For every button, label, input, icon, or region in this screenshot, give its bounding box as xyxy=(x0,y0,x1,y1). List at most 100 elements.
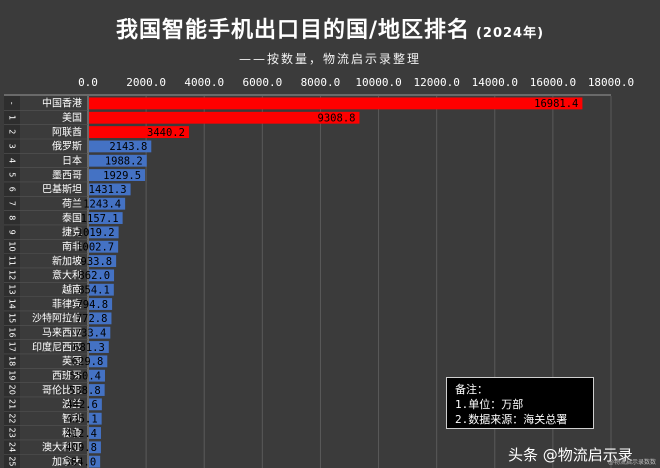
value-label: 1929.5 xyxy=(103,170,141,182)
bar xyxy=(89,384,105,396)
chart-title: 我国智能手机出口目的国/地区排名 (2024年) xyxy=(0,12,660,44)
bar xyxy=(89,240,119,253)
rank-label: 15 xyxy=(8,313,17,323)
x-tick-label: 18000.0 xyxy=(588,76,634,89)
rank-label: 14 xyxy=(8,299,17,309)
rank-label: 1 xyxy=(8,115,17,120)
bar xyxy=(89,283,114,296)
x-tick-label: 16000.0 xyxy=(530,76,576,89)
value-label: 772.8 xyxy=(76,313,108,325)
rank-label: 7 xyxy=(8,201,17,206)
bar xyxy=(89,441,101,454)
x-tick-label: 10000.0 xyxy=(355,76,401,89)
category-label: 荷兰 xyxy=(62,197,82,210)
value-label: 384.0 xyxy=(65,456,97,468)
bar xyxy=(89,140,152,153)
x-tick-label: 6000.0 xyxy=(242,76,282,89)
category-label: 菲律宾 xyxy=(52,297,82,310)
value-label: 442.6 xyxy=(66,399,98,411)
value-label: 629.8 xyxy=(72,356,104,368)
value-label: 3440.2 xyxy=(147,127,185,139)
rank-label: 17 xyxy=(8,342,17,352)
chart-subtitle: ——按数量，物流启示录整理 xyxy=(238,52,421,66)
rank-label: 16 xyxy=(8,327,17,337)
rank-label: 5 xyxy=(8,172,17,177)
rank-label: 20 xyxy=(8,385,17,395)
category-label: 波兰 xyxy=(62,398,82,411)
notes-source: 2.数据来源：海关总署 xyxy=(455,413,568,426)
rank-label: 11 xyxy=(8,256,17,266)
title-text: 我国智能手机出口目的国/地区排名 xyxy=(115,18,470,43)
bar xyxy=(89,183,131,196)
rank-label: 3 xyxy=(8,144,17,149)
value-label: 794.8 xyxy=(76,299,108,311)
bar xyxy=(89,269,115,282)
category-label: 捷克 xyxy=(62,226,82,239)
notes-unit: 1.单位：万部 xyxy=(455,398,524,411)
x-tick-label: 8000.0 xyxy=(301,76,341,89)
bar xyxy=(89,197,126,210)
category-label: 南非 xyxy=(62,240,82,253)
rank-label: 12 xyxy=(8,270,17,280)
category-label: 巴基斯坦 xyxy=(42,183,82,196)
rank-label: 6 xyxy=(8,187,17,192)
bar xyxy=(89,97,583,110)
watermark: 头条 @物流启示录 xyxy=(508,446,633,464)
bar xyxy=(89,427,101,439)
category-label: 泰国 xyxy=(62,211,82,224)
category-label: 中国香港 xyxy=(42,97,82,110)
value-label: 16981.4 xyxy=(534,98,578,110)
rank-label: 22 xyxy=(8,413,17,423)
x-tick-label: 12000.0 xyxy=(413,76,459,89)
value-label: 1002.7 xyxy=(76,241,114,253)
rank-label: 24 xyxy=(8,442,17,452)
value-label: 1157.1 xyxy=(81,213,119,225)
x-tick-label: 2000.0 xyxy=(126,76,166,89)
notes-box: 备注： 1.单位：万部 2.数据来源：海关总署 xyxy=(446,377,594,429)
category-label: 沙特阿拉伯 xyxy=(32,312,82,325)
value-label: 854.1 xyxy=(78,284,110,296)
category-label: 墨西哥 xyxy=(52,169,82,181)
bar xyxy=(89,369,105,382)
bar xyxy=(89,355,108,368)
bar xyxy=(89,312,112,325)
value-label: 733.4 xyxy=(75,327,107,339)
value-label: 1431.3 xyxy=(89,184,127,196)
rank-label: 19 xyxy=(8,370,17,380)
value-label: 1019.2 xyxy=(77,227,115,239)
rank-label: 2 xyxy=(8,129,17,134)
category-label: 越南 xyxy=(62,283,82,296)
rank-label: 21 xyxy=(8,399,17,409)
category-label: 加拿大 xyxy=(52,455,82,468)
rank-label: 4 xyxy=(8,158,17,163)
bar xyxy=(89,255,117,267)
bar xyxy=(89,298,113,310)
value-label: 1243.4 xyxy=(83,198,121,210)
category-label: 新加坡 xyxy=(52,254,82,267)
rank-label: - xyxy=(8,102,17,105)
rank-label: 9 xyxy=(8,230,17,235)
category-label: 英国 xyxy=(62,355,82,368)
category-label: 意大利 xyxy=(52,269,82,282)
value-label: 409.8 xyxy=(65,442,97,454)
bar xyxy=(89,341,109,353)
category-label: 美国 xyxy=(62,111,82,124)
rank-label: 23 xyxy=(8,428,17,438)
rank-label: 10 xyxy=(8,241,17,251)
value-label: 435.1 xyxy=(66,413,98,425)
bar xyxy=(89,154,147,167)
x-tick-label: 4000.0 xyxy=(184,76,224,89)
bar xyxy=(89,326,111,339)
category-label: 澳大利亚 xyxy=(42,441,82,454)
value-label: 412.4 xyxy=(65,428,97,440)
notes-heading: 备注： xyxy=(455,383,488,396)
x-tick-label: 0.0 xyxy=(78,76,98,89)
value-label: 862.0 xyxy=(78,270,110,282)
value-label: 9308.8 xyxy=(318,112,356,124)
bar xyxy=(89,226,119,239)
bar xyxy=(89,111,360,124)
value-label: 538.8 xyxy=(69,385,101,397)
category-label: 日本 xyxy=(62,154,82,167)
value-label: 2143.8 xyxy=(109,141,147,153)
